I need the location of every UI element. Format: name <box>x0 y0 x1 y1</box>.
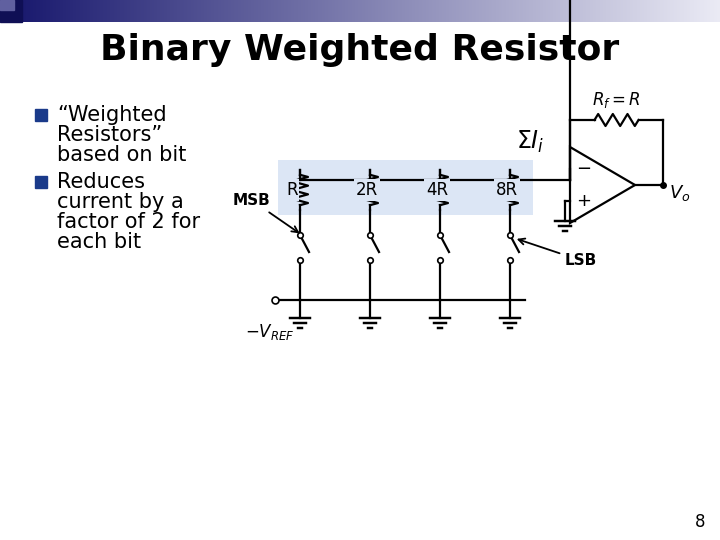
Text: 4R: 4R <box>426 181 448 199</box>
Text: 2R: 2R <box>356 181 378 199</box>
Text: $R_f = R$: $R_f = R$ <box>593 90 641 110</box>
Text: +: + <box>576 192 591 210</box>
Text: Binary Weighted Resistor: Binary Weighted Resistor <box>100 33 620 67</box>
Text: LSB: LSB <box>518 239 598 268</box>
Text: $V_o$: $V_o$ <box>669 183 690 203</box>
Bar <box>0 0 22 22</box>
Text: each bit: each bit <box>57 232 141 252</box>
Text: 8R: 8R <box>496 181 518 199</box>
Text: −: − <box>576 160 591 178</box>
Bar <box>278 160 533 215</box>
Text: $\Sigma I_i$: $\Sigma I_i$ <box>516 129 544 155</box>
Bar <box>0 0 14 10</box>
Text: 8: 8 <box>695 513 706 531</box>
Bar <box>35 176 47 188</box>
Text: factor of 2 for: factor of 2 for <box>57 212 200 232</box>
Bar <box>35 109 47 121</box>
Text: R: R <box>286 181 297 199</box>
Text: “Weighted: “Weighted <box>57 105 166 125</box>
Text: MSB: MSB <box>233 193 298 232</box>
Text: based on bit: based on bit <box>57 145 186 165</box>
Text: $-V_{REF}$: $-V_{REF}$ <box>246 322 294 342</box>
Text: Reduces: Reduces <box>57 172 145 192</box>
Text: Resistors”: Resistors” <box>57 125 162 145</box>
Text: current by a: current by a <box>57 192 184 212</box>
